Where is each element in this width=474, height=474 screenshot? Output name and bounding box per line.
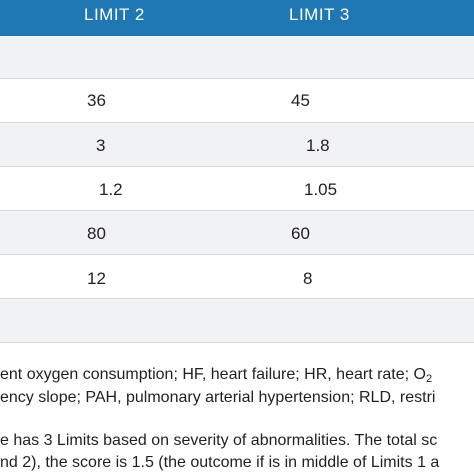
table-row-band xyxy=(0,298,474,342)
footnote-line: e has 3 Limits based on severity of abno… xyxy=(0,432,438,449)
table-cell: 80 xyxy=(87,224,106,243)
row-divider xyxy=(0,78,474,79)
footnote-line: ency slope; PAH, pulmonary arterial hype… xyxy=(0,389,436,406)
column-header-limit-2: LIMIT 2 xyxy=(84,5,145,24)
table-cell: 12 xyxy=(87,269,106,288)
table-cell: 1.2 xyxy=(99,180,123,199)
table-cell: 60 xyxy=(291,224,310,243)
table-spacer-row xyxy=(0,36,474,78)
table-row-band xyxy=(0,122,474,166)
footnote-line: ent oxygen consumption; HF, heart failur… xyxy=(0,365,474,389)
row-divider xyxy=(0,254,474,255)
footnote-text: ent oxygen consumption; HF, heart failur… xyxy=(0,366,426,383)
row-divider xyxy=(0,166,474,167)
table-cell: 1.8 xyxy=(306,136,330,155)
row-divider xyxy=(0,298,474,299)
table-cell: 3 xyxy=(96,136,106,155)
table-header: LIMIT 2 LIMIT 3 xyxy=(0,0,474,36)
row-divider xyxy=(0,210,474,211)
table-cell: 1.05 xyxy=(304,180,338,199)
row-divider xyxy=(0,122,474,123)
table-cell: 36 xyxy=(87,91,106,110)
table-row-band xyxy=(0,210,474,254)
table-cell: 8 xyxy=(303,269,313,288)
footnote-line: nd 2), the score is 1.5 (the outcome if … xyxy=(0,454,440,471)
column-header-limit-3: LIMIT 3 xyxy=(289,5,350,24)
footnote-subscript: 2 xyxy=(425,373,433,385)
table-bottom-rule xyxy=(0,342,474,343)
table-cell: 45 xyxy=(291,91,310,110)
